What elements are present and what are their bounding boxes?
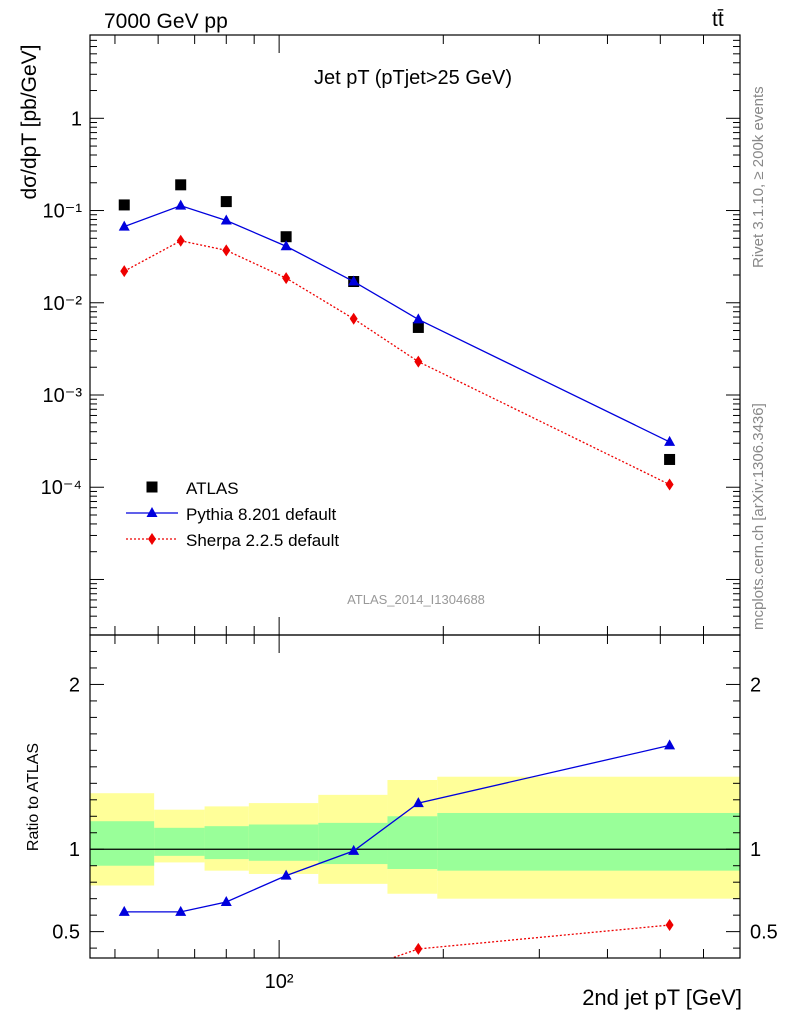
ratio-point-0-0	[118, 905, 130, 916]
watermark-label: ATLAS_2014_I1304688	[347, 592, 485, 607]
data-point-0-2	[220, 196, 232, 208]
y-tick-label: 10⁻²	[43, 293, 83, 315]
main-panel-axes: 10⁻⁴ 10⁻³ 10⁻² 10⁻¹ 1 Jet pT (pTjet>25 GeV) dσ…	[18, 34, 741, 636]
green-band-5	[387, 816, 438, 870]
data-point-2-4	[349, 312, 358, 325]
ratio-uncertainty-bands	[90, 776, 740, 899]
data-point-2-0	[120, 265, 129, 278]
ratio-line-1	[390, 924, 670, 958]
data-point-2-2	[222, 244, 231, 257]
green-band-2	[204, 826, 249, 860]
y-tick-label: 10⁻³	[43, 385, 83, 407]
green-band-6	[437, 812, 740, 871]
y-tick-label: 10⁻¹	[43, 201, 83, 223]
legend-marker-1	[146, 507, 158, 517]
ratio-point-1-0	[414, 942, 423, 955]
ratio-y-tick-label: 0.5	[52, 922, 80, 944]
data-point-1-3	[280, 240, 292, 251]
rivet-label: Rivet 3.1.10, ≥ 200k events	[750, 86, 767, 268]
main-panel-data: ATLAS_2014_I1304688	[118, 179, 676, 607]
mcplots-label: mcplots.cern.ch [arXiv:1306.3436]	[750, 403, 767, 630]
ratio-point-0-1	[175, 905, 187, 916]
ratio-y-tick-label: 1	[69, 839, 80, 861]
ratio-y-tick-label-right: 2	[750, 674, 761, 696]
ratio-frame	[89, 634, 741, 959]
data-point-0-6	[664, 453, 676, 465]
data-point-1-4	[348, 275, 360, 286]
x-axis-label: 2nd jet pT [GeV]	[582, 985, 742, 1010]
ratio-y-axis-label: Ratio to ATLAS	[25, 743, 42, 851]
legend: ATLAS Pythia 8.201 default Sherpa 2.2.5 de…	[126, 479, 339, 550]
x-tick-label: 10²	[265, 971, 294, 993]
legend-label-0: ATLAS	[186, 479, 239, 498]
data-point-0-3	[280, 231, 292, 243]
ratio-point-0-4	[348, 844, 360, 855]
data-point-1-1	[175, 199, 187, 210]
ratio-point-1-1	[665, 919, 674, 932]
ratio-panel-data	[118, 739, 676, 958]
green-band-4	[318, 822, 388, 865]
legend-marker-0	[146, 481, 158, 493]
data-point-1-2	[220, 214, 232, 225]
ratio-panel-axes: 0.5 0.5 1 1 2 2 10² 2nd jet pT [GeV] Ratio to AT…	[25, 634, 778, 1010]
data-point-2-5	[414, 355, 423, 368]
ratio-y-tick-label-right: 1	[750, 839, 761, 861]
green-band-1	[154, 827, 205, 856]
chart-title: Jet pT (pTjet>25 GeV)	[314, 67, 512, 89]
ratio-point-0-2	[220, 895, 232, 906]
legend-label-2: Sherpa 2.2.5 default	[186, 531, 339, 550]
ratio-y-tick-label-right: 0.5	[750, 922, 778, 944]
data-point-1-6	[664, 435, 676, 446]
data-point-2-6	[665, 478, 674, 491]
data-point-0-1	[175, 179, 187, 191]
ratio-y-tick-label: 2	[69, 674, 80, 696]
series-line-2	[123, 240, 670, 486]
green-band-0	[90, 821, 155, 866]
data-point-1-5	[412, 313, 424, 324]
ratio-point-0-3	[280, 869, 292, 880]
data-point-0-0	[118, 199, 130, 211]
y-tick-label: 10⁻⁴	[41, 477, 82, 499]
header-right: tt̄	[712, 8, 724, 31]
green-band-3	[248, 824, 319, 861]
ratio-point-0-6	[664, 739, 676, 750]
series-line-1	[124, 204, 670, 443]
data-point-2-1	[176, 234, 185, 247]
y-axis-label: dσ/dpT [pb/GeV]	[18, 45, 41, 200]
data-point-1-0	[118, 220, 130, 231]
legend-label-1: Pythia 8.201 default	[186, 505, 337, 524]
legend-marker-2	[148, 533, 156, 545]
y-tick-label: 1	[71, 108, 82, 130]
data-point-2-3	[282, 272, 291, 285]
ratio-point-0-5	[412, 797, 424, 808]
data-point-0-5	[412, 321, 424, 333]
header-left: 7000 GeV pp	[104, 10, 228, 33]
